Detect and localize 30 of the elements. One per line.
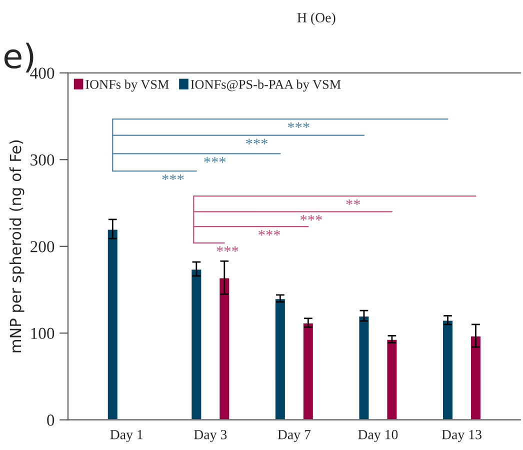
annotation: *** [300,215,322,221]
x-tick-label: Day 3 [194,430,227,442]
text: H (Oe) [297,12,336,26]
bar [470,335,482,420]
bar [106,228,119,420]
y-tick-label: 300 [30,154,54,166]
annotation: *** [246,138,268,144]
y-tick-label: 200 [30,241,54,252]
x-tick-label: Day 1 [110,430,143,442]
annotation: *** [204,157,226,163]
y-axis-title: mNP per spheroid (ng of Fe) [9,140,24,352]
x-tick-label: Day 13 [442,430,482,442]
bar [442,319,454,420]
legend-label: IONFs@PS-b-PAA by VSM [190,80,341,92]
annotation: *** [288,122,310,128]
bar [274,298,286,420]
bar [358,315,370,420]
annotation: ** [346,199,360,206]
y-tick-label: 100 [31,328,54,340]
x-tick-label: Day 10 [358,430,398,442]
bar [386,338,398,420]
annotation: *** [162,174,184,180]
y-tick-label: 0 [47,414,54,426]
annotation: *** [258,230,280,236]
bar [302,322,314,420]
x-tick-label: Day 7 [278,430,311,442]
legend-label: IONFs by VSM [86,80,169,92]
annotation: *** [216,246,238,252]
bar [218,276,231,420]
bar [190,268,203,420]
